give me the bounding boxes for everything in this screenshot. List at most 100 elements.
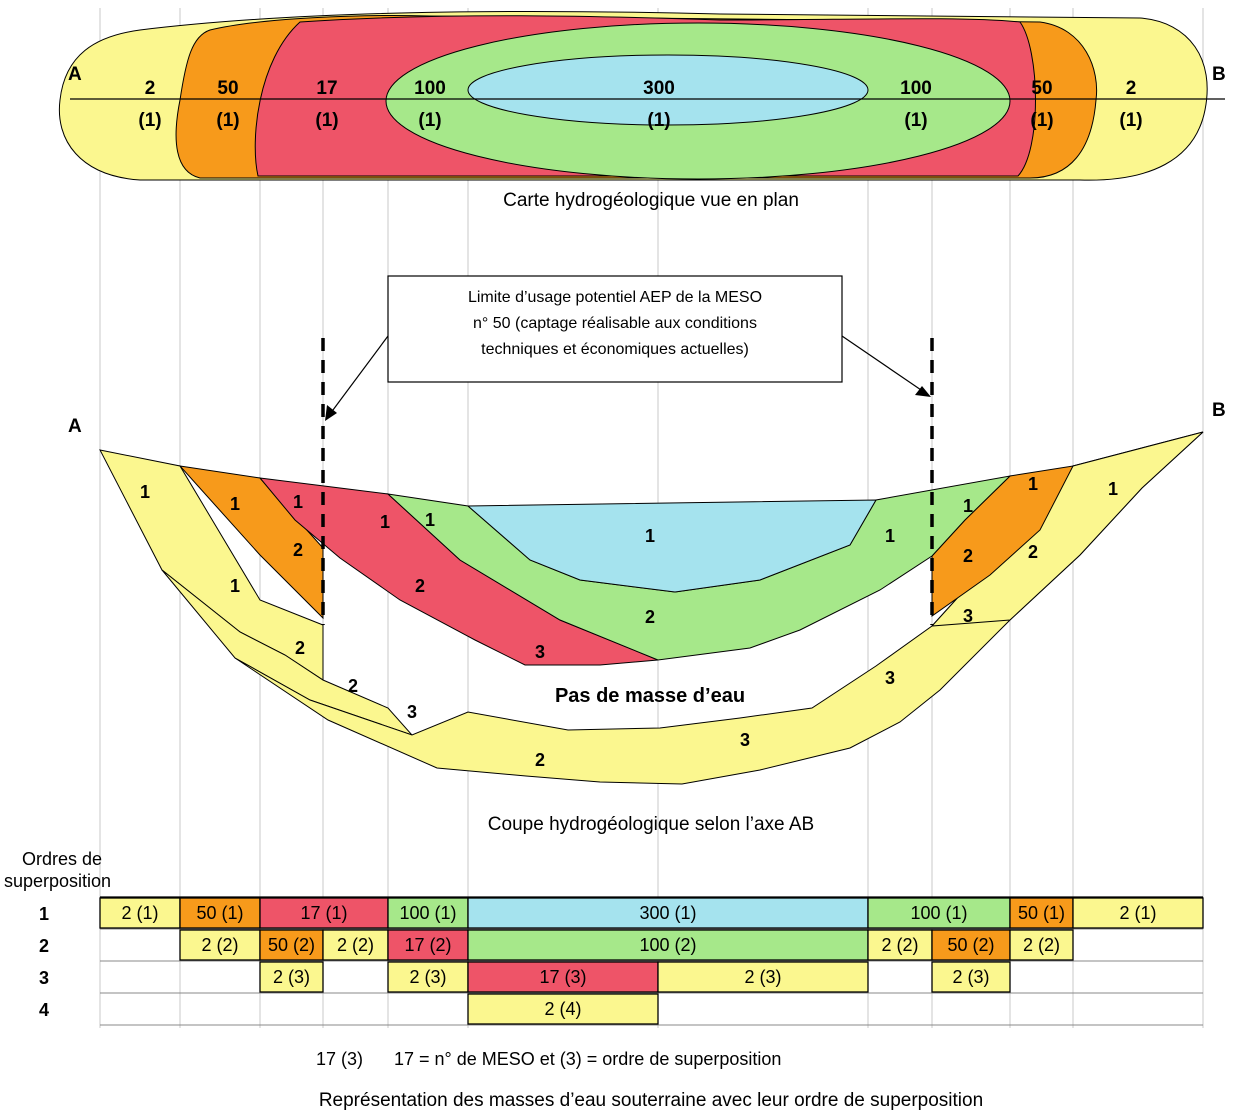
table-row-order: 2 [39,936,49,956]
aep-callout-line-2: n° 50 (captage réalisable aux conditions [473,315,757,332]
table-cell [322,929,389,961]
aep-callout-line-3: techniques et économiques actuelles) [481,341,749,358]
table-cell [1009,929,1074,961]
plan-zone-meso-300 [467,54,869,126]
arrowhead-right-icon [915,386,931,397]
table-cell [1009,897,1074,929]
plan-zone-number: 17 [316,78,337,99]
section-layer-label: 1 [1028,474,1038,494]
table-cell [467,897,869,929]
table-cell-label: 50 (1) [1018,903,1065,923]
plan-zone-order: (1) [1030,110,1053,131]
table-cell-label: 2 (3) [744,967,781,987]
section-layer-label: 2 [535,750,545,770]
table-cell-label: 2 (2) [881,935,918,955]
section-layer-label: 2 [963,546,973,566]
order-table-cells: 1 2 (1) 50 (1) 17 (1) 100 (1) 300 (1) 100 (1) 5… [39,896,1204,1026]
section-layer-label: 3 [407,702,417,722]
order-table-header-2: superposition [4,871,111,891]
plan-point-b: B [1212,64,1226,85]
aep-callout-line-1: Limite d’usage potentiel AEP de la MESO [468,289,762,306]
table-cell-label: 2 (2) [1023,935,1060,955]
table-cell [467,961,659,993]
cross-section: A B Limite d’usage potentiel AEP de la M… [68,275,1226,835]
section-layer-label: 1 [230,494,240,514]
section-caption: Coupe hydrogéologique selon l’axe AB [488,814,814,835]
plan-zone-number: 2 [1126,78,1137,99]
table-cell-label: 17 (2) [404,935,451,955]
plan-zone-number: 2 [145,78,156,99]
section-layer-label: 1 [425,510,435,530]
section-layer-label: 2 [415,576,425,596]
table-cell [467,929,869,961]
plan-zone-order: (1) [138,110,161,131]
aep-callout-box [387,275,843,383]
section-layer-label: 2 [295,638,305,658]
table-cell [259,961,324,993]
plan-zone-number: 300 [643,78,675,99]
table-cell-label: 2 (1) [1119,903,1156,923]
table-cell-label: 2 (4) [544,999,581,1019]
order-table-header-1: Ordres de [22,849,102,869]
table-cell-label: 300 (1) [639,903,696,923]
legend-example: 17 (3) [316,1049,363,1069]
section-layer-label: 3 [963,606,973,626]
section-point-b: B [1212,400,1226,421]
figure-title: Représentation des masses d’eau souterra… [319,1090,983,1111]
arrowhead-left-icon [325,405,337,421]
plan-zone-number: 50 [1031,78,1052,99]
plan-point-a: A [68,64,82,85]
table-cell-label: 17 (3) [539,967,586,987]
table-cell-label: 50 (1) [196,903,243,923]
plan-zone-order: (1) [216,110,239,131]
plan-zone-labels: 2 (1) 50 (1) 17 (1) 100 (1) 300 (1) 100 (1) 50 (1) 2 (1… [138,78,1142,131]
no-water-label: Pas de masse d’eau [555,685,745,707]
section-layer-label: 2 [1028,542,1038,562]
section-layer-label: 1 [1108,479,1118,499]
aep-callout-arrow-left [329,335,389,415]
table-cell-label: 2 (2) [201,935,238,955]
section-layer-label: 2 [293,540,303,560]
table-cell [931,961,1011,993]
table-cell [467,993,659,1025]
plan-zone-order: (1) [418,110,441,131]
section-layer-label: 2 [348,676,358,696]
section-layer-label: 3 [740,730,750,750]
section-layer-label: 3 [535,642,545,662]
table-cell-label: 2 (3) [273,967,310,987]
table-cell [259,897,389,929]
plan-zone-number: 100 [900,78,932,99]
table-cell-label: 2 (3) [952,967,989,987]
legend-explanation: 17 = n° de MESO et (3) = ordre de superp… [394,1049,781,1069]
aep-callout-arrow-right [841,335,925,393]
table-cell [1072,897,1204,929]
table-row-order: 3 [39,968,49,988]
table-row-order: 1 [39,904,49,924]
table-cell-label: 2 (3) [409,967,446,987]
plan-caption: Carte hydrogéologique vue en plan [503,190,799,211]
plan-zone-order: (1) [315,110,338,131]
section-layer-label: 1 [963,496,973,516]
table-cell-label: 100 (2) [639,935,696,955]
section-layer-label: 1 [293,492,303,512]
table-cell-label: 17 (1) [300,903,347,923]
section-layer-label: 3 [885,668,895,688]
table-cell [657,961,869,993]
section-layer-label: 1 [885,526,895,546]
section-layer-label: 1 [140,482,150,502]
section-meso-300 [466,499,877,593]
plan-view: A B 2 (1) 50 (1) 17 (1) 100 (1) 300 (1) 100 (1) 50 (1… [58,10,1226,211]
table-cell [867,897,1011,929]
plan-zone-order: (1) [1119,110,1142,131]
table-cell-label: 100 (1) [910,903,967,923]
section-layer-label: 1 [380,512,390,532]
table-cell [179,929,261,961]
table-row-order: 4 [39,1000,49,1020]
plan-zone-number: 100 [414,78,446,99]
section-layer-label: 2 [645,607,655,627]
section-layer-labels: 1 1 1 1 1 1 1 1 1 1 1 2 2 2 2 2 2 2 3 3 3 3 2 3 [140,474,1118,770]
section-layer-label: 1 [645,526,655,546]
table-cell-label: 100 (1) [399,903,456,923]
section-point-a: A [68,416,82,437]
